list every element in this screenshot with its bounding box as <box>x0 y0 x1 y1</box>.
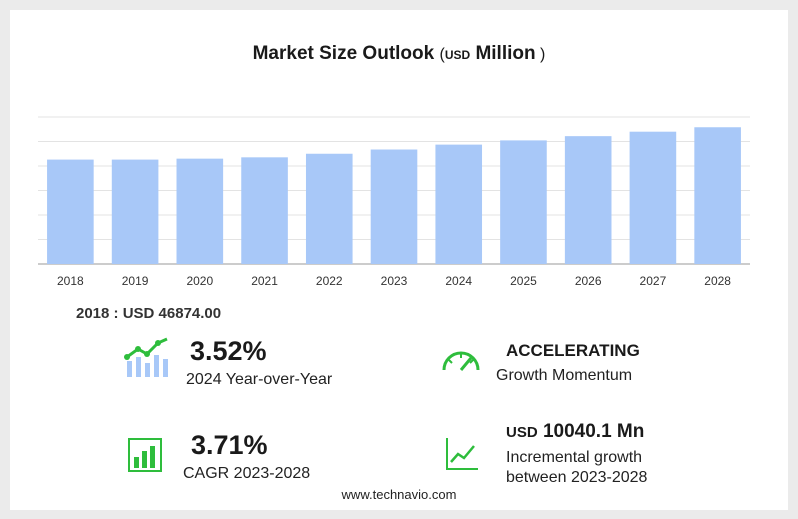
x-tick-2020: 2020 <box>186 274 213 288</box>
bar-2021 <box>241 157 288 264</box>
incremental-amount: 10040.1 Mn <box>542 421 645 442</box>
x-tick-2028: 2028 <box>704 274 731 288</box>
bar-2025 <box>500 140 547 264</box>
x-tick-2026: 2026 <box>575 274 602 288</box>
bar-2018 <box>47 159 94 264</box>
bar-2026 <box>564 136 612 264</box>
bar-2020 <box>176 158 224 264</box>
bar-chart: 2018 2019 2020 2021 2022 2023 2024 2025 2026 2027… <box>38 116 750 288</box>
bar-2023 <box>370 149 418 264</box>
x-tick-2021: 2021 <box>251 274 278 288</box>
x-tick-2022: 2022 <box>316 274 343 288</box>
bars <box>47 127 741 264</box>
bar-2027 <box>629 131 677 264</box>
trend-chart-icon <box>124 337 168 377</box>
footer-url: www.technavio.com <box>341 487 457 502</box>
chart-title: Market Size Outlook (USD Million ) <box>252 43 546 64</box>
yoy-label: 2024 Year-over-Year <box>186 371 333 388</box>
incremental-label-1: Incremental growth <box>506 449 643 466</box>
incremental-value: USD 10040.1 Mn <box>506 421 644 443</box>
yoy-value: 3.52% <box>190 336 267 366</box>
bar-2028 <box>694 127 741 264</box>
x-tick-2027: 2027 <box>640 274 667 288</box>
x-tick-2019: 2019 <box>122 274 149 288</box>
cagr-value: 3.71% <box>191 430 268 460</box>
title-unit: USD <box>444 48 471 62</box>
incremental-unit: USD <box>506 424 538 441</box>
incremental-label-2: between 2023-2028 <box>506 469 648 486</box>
momentum-label: Growth Momentum <box>496 367 633 384</box>
title-main: Market Size Outlook <box>252 43 435 64</box>
base-year-label: 2018 : USD 46874.00 <box>76 305 222 322</box>
speedometer-icon <box>442 351 480 371</box>
bar-chart-icon <box>128 438 162 472</box>
x-tick-2018: 2018 <box>57 274 84 288</box>
momentum-head: ACCELERATING <box>506 341 640 360</box>
x-tick-2023: 2023 <box>381 274 408 288</box>
bar-2022 <box>305 153 353 264</box>
title-suffix: Million <box>475 43 536 64</box>
x-tick-labels: 2018 2019 2020 2021 2022 2023 2024 2025 2026 2027… <box>57 274 731 288</box>
x-tick-2024: 2024 <box>445 274 472 288</box>
line-chart-icon <box>446 438 478 470</box>
card: Market Size Outlook (USD Million ) 2018 2… <box>10 10 788 510</box>
cagr-label: CAGR 2023-2028 <box>183 465 311 482</box>
bar-2024 <box>435 144 483 264</box>
bar-2019 <box>111 159 159 264</box>
x-tick-2025: 2025 <box>510 274 537 288</box>
